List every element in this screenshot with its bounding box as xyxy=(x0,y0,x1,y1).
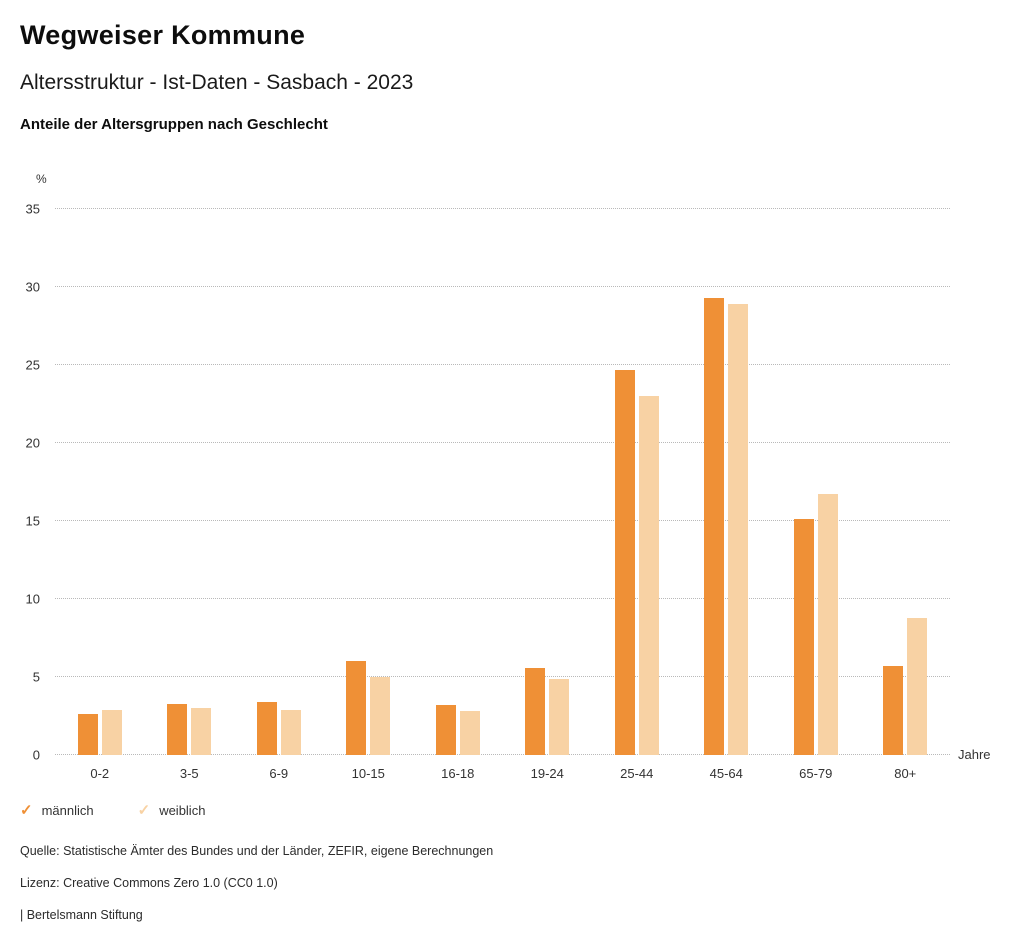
bar-weiblich-3-5 xyxy=(191,708,212,755)
bar-weiblich-6-9 xyxy=(280,709,301,755)
bar-group-6-9 xyxy=(256,209,302,755)
gridline-25 xyxy=(55,364,950,365)
gridline-5 xyxy=(55,676,950,677)
bar-group-3-5 xyxy=(166,209,212,755)
page-title: Wegweiser Kommune xyxy=(20,20,306,50)
x-tick-label-0-2: 0-2 xyxy=(90,766,110,781)
bar-weiblich-45-64 xyxy=(728,304,749,755)
x-tick-label-16-18: 16-18 xyxy=(441,766,475,781)
x-tick-label-45-64: 45-64 xyxy=(709,766,743,781)
legend-item-weiblich[interactable]: ✓ weiblich xyxy=(138,803,206,818)
y-tick-label-10: 10 xyxy=(25,591,40,607)
x-tick-label-25-44: 25-44 xyxy=(620,766,654,781)
bar-männlich-19-24 xyxy=(525,667,546,755)
bar-männlich-0-2 xyxy=(77,714,98,755)
bar-weiblich-65-79 xyxy=(817,494,838,755)
bar-group-0-2 xyxy=(77,209,123,755)
gridline-35 xyxy=(55,208,950,209)
source-note: Quelle: Statistische Ämter des Bundes un… xyxy=(20,844,494,858)
bars-area xyxy=(55,209,950,755)
y-tick-label-25: 25 xyxy=(25,357,40,373)
x-tick-label-19-24: 19-24 xyxy=(530,766,564,781)
bar-weiblich-0-2 xyxy=(101,709,122,755)
legend-label: männlich xyxy=(41,803,94,818)
x-axis-unit-label: Jahre xyxy=(958,747,991,762)
bar-group-16-18 xyxy=(435,209,481,755)
gridline-20 xyxy=(55,442,950,443)
y-tick-label-0: 0 xyxy=(32,747,40,763)
gridline-0 xyxy=(55,754,950,755)
bar-weiblich-16-18 xyxy=(459,711,480,755)
legend-item-männlich[interactable]: ✓ männlich xyxy=(20,803,94,818)
bar-männlich-16-18 xyxy=(435,705,456,755)
chart-legend: ✓ männlich ✓ weiblich xyxy=(20,803,205,818)
check-icon: ✓ xyxy=(137,802,151,819)
bar-männlich-6-9 xyxy=(256,701,277,755)
bar-männlich-45-64 xyxy=(704,297,725,755)
bar-weiblich-19-24 xyxy=(549,678,570,755)
y-axis-unit-label: % xyxy=(36,172,47,186)
y-tick-label-15: 15 xyxy=(25,513,40,529)
check-icon: ✓ xyxy=(20,802,33,819)
chart-subtitle: Altersstruktur - Ist-Daten - Sasbach - 2… xyxy=(20,71,414,94)
gridline-30 xyxy=(55,286,950,287)
x-tick-label-65-79: 65-79 xyxy=(799,766,833,781)
bar-chart-plot-area: Jahre 0 5 10 15 20 25 30 35 0-2 3-5 6-9 10-15 16-18 1… xyxy=(26,202,991,782)
x-tick-label-80+: 80+ xyxy=(894,766,917,781)
bar-group-80+ xyxy=(882,209,928,755)
bar-group-65-79 xyxy=(793,209,839,755)
y-tick-label-20: 20 xyxy=(25,435,40,451)
bar-weiblich-80+ xyxy=(907,617,928,755)
bar-männlich-25-44 xyxy=(614,369,635,755)
chart-header: Wegweiser Kommune Altersstruktur - Ist-D… xyxy=(20,20,1004,133)
y-tick-label-35: 35 xyxy=(25,201,40,217)
bar-group-25-44 xyxy=(614,209,660,755)
x-axis-labels: 0-2 3-5 6-9 10-15 16-18 19-24 25-44 45-64 65-79 8… xyxy=(55,766,950,781)
x-tick-label-10-15: 10-15 xyxy=(351,766,385,781)
bar-weiblich-10-15 xyxy=(370,677,391,755)
x-tick-label-6-9: 6-9 xyxy=(269,766,289,781)
chart-heading: Anteile der Altersgruppen nach Geschlech… xyxy=(20,116,328,133)
y-tick-label-30: 30 xyxy=(25,279,40,295)
bar-group-10-15 xyxy=(345,209,391,755)
bar-männlich-80+ xyxy=(883,666,904,755)
bar-männlich-65-79 xyxy=(793,519,814,755)
gridline-10 xyxy=(55,598,950,599)
y-tick-label-5: 5 xyxy=(32,669,40,685)
legend-label: weiblich xyxy=(159,803,206,818)
x-tick-label-3-5: 3-5 xyxy=(179,766,199,781)
bar-weiblich-25-44 xyxy=(638,396,659,755)
bar-männlich-3-5 xyxy=(167,703,188,755)
bar-group-45-64 xyxy=(703,209,749,755)
license-note: Lizenz: Creative Commons Zero 1.0 (CC0 1… xyxy=(20,876,278,890)
bar-group-19-24 xyxy=(524,209,570,755)
bar-männlich-10-15 xyxy=(346,661,367,755)
attribution-note: | Bertelsmann Stiftung xyxy=(20,908,143,922)
gridline-15 xyxy=(55,520,950,521)
chart-footer: Quelle: Statistische Ämter des Bundes un… xyxy=(20,844,1004,940)
